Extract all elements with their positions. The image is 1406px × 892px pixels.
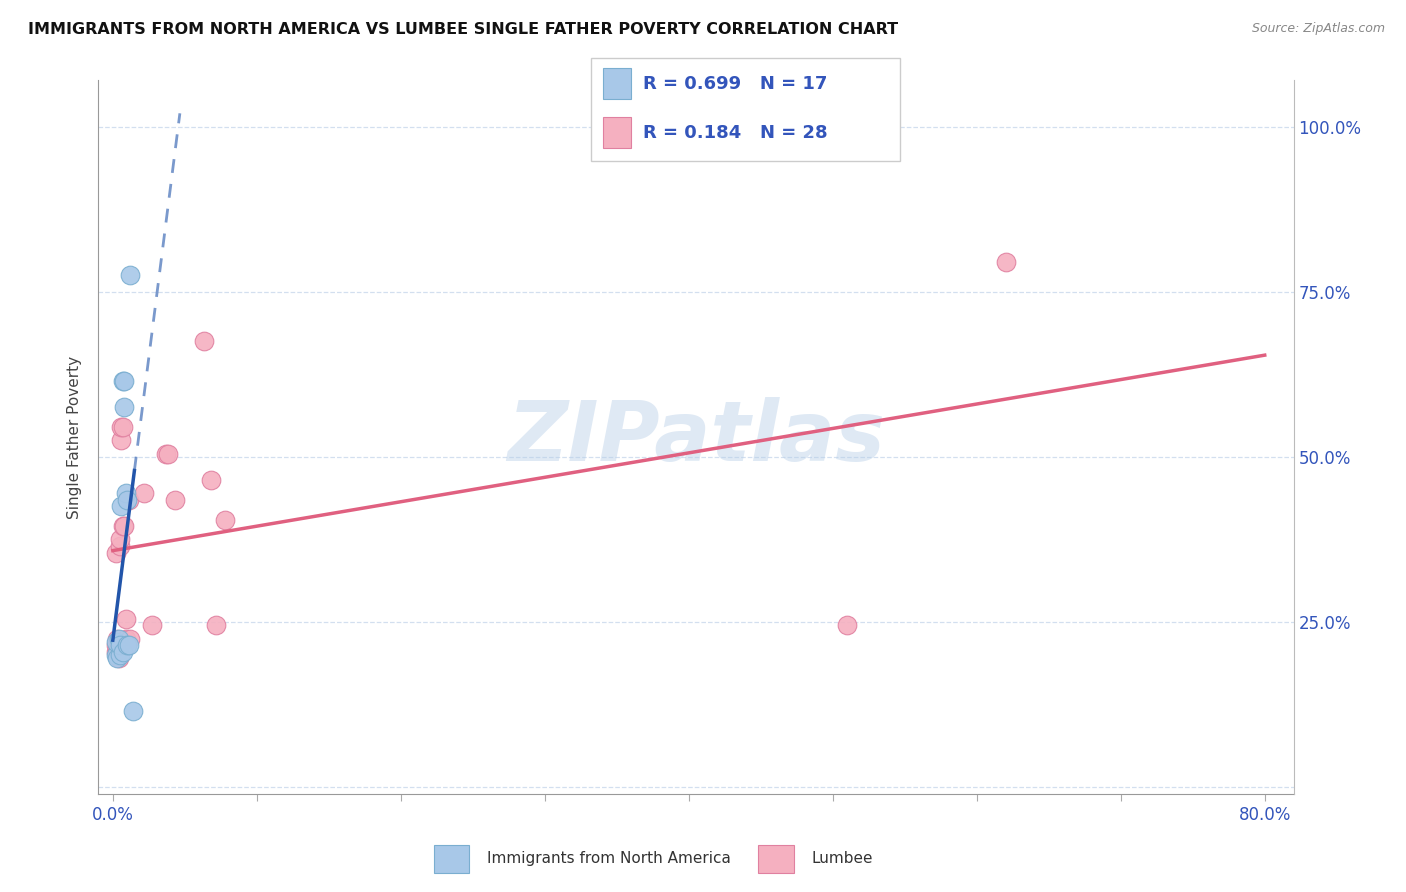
Point (155, 447, 177, 461)
Point (104, 648, 127, 662)
Point (111, 519, 134, 533)
Point (111, 420, 134, 434)
Point (105, 632, 128, 646)
Point (112, 374, 135, 388)
Point (156, 447, 179, 461)
FancyBboxPatch shape (591, 58, 900, 161)
Point (163, 492, 186, 507)
Point (118, 638, 141, 652)
Point (110, 420, 132, 434)
Text: R = 0.184   N = 28: R = 0.184 N = 28 (643, 124, 828, 142)
Point (214, 513, 236, 527)
Y-axis label: Single Father Poverty: Single Father Poverty (67, 356, 83, 518)
Text: ZIPatlas: ZIPatlas (508, 397, 884, 477)
Point (110, 434, 132, 448)
Point (105, 645, 128, 659)
Point (120, 632, 142, 646)
Point (104, 645, 127, 659)
Point (105, 651, 128, 665)
Point (112, 519, 135, 533)
Point (994, 255, 1017, 269)
Point (120, 268, 142, 283)
Point (108, 539, 131, 553)
Point (115, 492, 138, 507)
Point (111, 645, 134, 659)
Text: R = 0.699   N = 17: R = 0.699 N = 17 (643, 75, 828, 93)
Bar (603, 69, 631, 99)
Point (114, 486, 136, 500)
Bar (603, 118, 631, 148)
Point (108, 648, 131, 662)
Point (115, 638, 138, 652)
Bar (758, 845, 794, 873)
Point (200, 473, 222, 487)
Point (104, 638, 127, 652)
Point (134, 486, 156, 500)
Text: Immigrants from North America: Immigrants from North America (486, 851, 731, 866)
Point (107, 632, 129, 646)
Point (107, 651, 129, 665)
Point (122, 704, 145, 718)
Point (193, 334, 215, 349)
Text: Lumbee: Lumbee (811, 851, 873, 866)
Point (114, 612, 136, 626)
Point (110, 500, 132, 514)
Point (108, 533, 131, 547)
Point (111, 374, 134, 388)
Text: Source: ZipAtlas.com: Source: ZipAtlas.com (1251, 22, 1385, 36)
Point (104, 546, 127, 560)
Point (108, 638, 131, 652)
Point (205, 618, 228, 632)
Point (112, 401, 135, 415)
Bar (433, 845, 470, 873)
Point (118, 492, 141, 507)
Point (141, 618, 163, 632)
Text: IMMIGRANTS FROM NORTH AMERICA VS LUMBEE SINGLE FATHER POVERTY CORRELATION CHART: IMMIGRANTS FROM NORTH AMERICA VS LUMBEE … (28, 22, 898, 37)
Point (837, 618, 859, 632)
Point (114, 632, 136, 646)
Point (104, 635, 127, 649)
